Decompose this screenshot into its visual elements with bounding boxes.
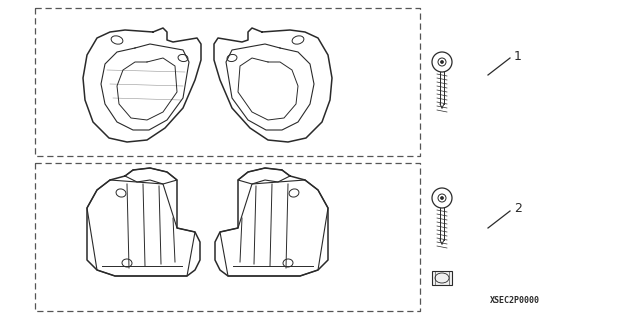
Text: 2: 2 [514,203,522,215]
Text: XSEC2P0000: XSEC2P0000 [490,296,540,305]
FancyBboxPatch shape [432,271,452,285]
Circle shape [440,60,444,63]
Circle shape [440,196,444,199]
Text: 1: 1 [514,50,522,62]
